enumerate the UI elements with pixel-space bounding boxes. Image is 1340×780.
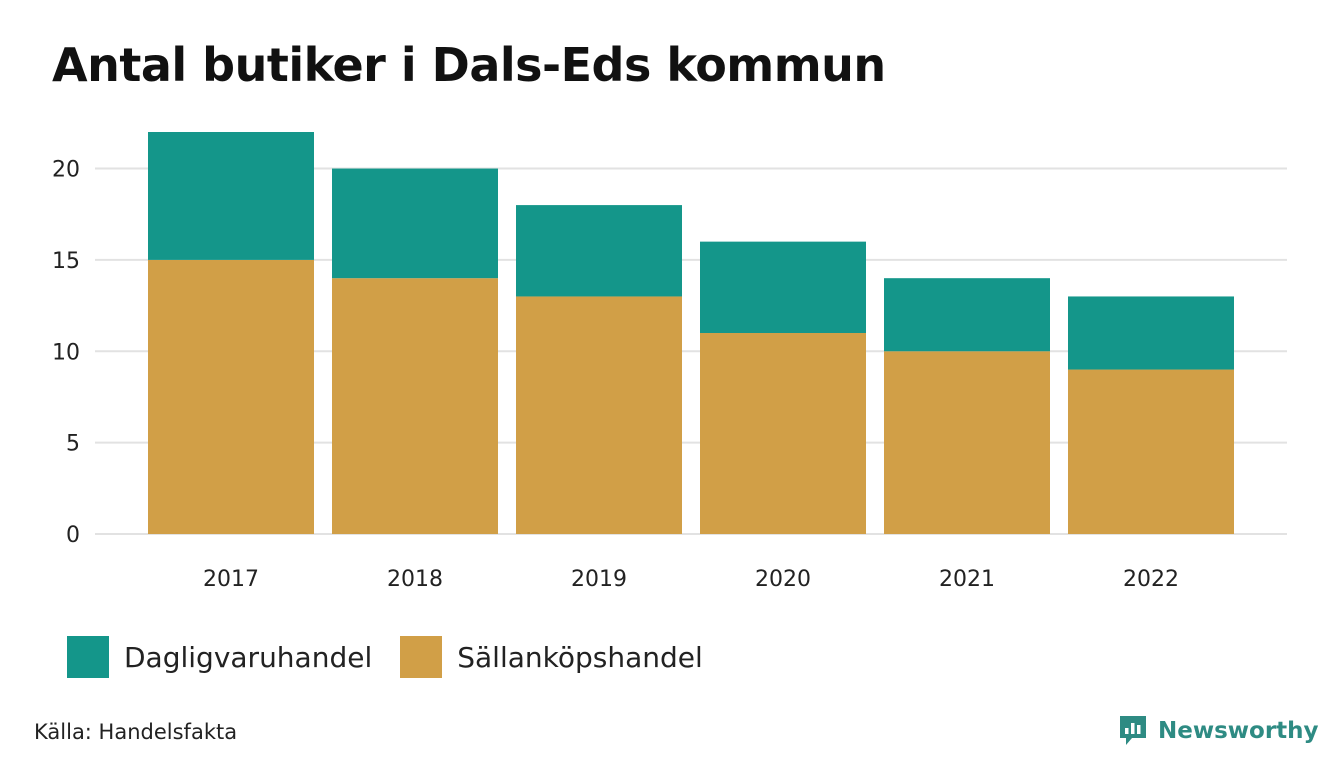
legend-label-dagligvaruhandel: Dagligvaruhandel: [124, 640, 373, 674]
y-tick-label-0: 0: [66, 523, 80, 548]
y-axis-ticks: 0 5 10 15 20: [52, 158, 80, 548]
bar-sallankopshandel-2019: [516, 296, 682, 534]
x-axis-ticks: 2017 2018 2019 2020 2021 2022: [203, 567, 1179, 592]
x-tick-label-2018: 2018: [387, 567, 443, 592]
bars: [148, 132, 1234, 534]
bar-sallankopshandel-2017: [148, 259, 314, 534]
legend-swatch-dagligvaruhandel: [67, 636, 109, 678]
x-tick-label-2017: 2017: [203, 567, 259, 592]
legend-label-sallankopshandel: Sällanköpshandel: [457, 640, 703, 674]
legend-item-dagligvaruhandel: Dagligvaruhandel: [67, 636, 372, 678]
y-tick-label-5: 5: [66, 432, 80, 457]
x-tick-label-2020: 2020: [755, 567, 811, 592]
bar-sallankopshandel-2018: [332, 278, 498, 534]
x-tick-label-2021: 2021: [939, 567, 995, 592]
legend-item-sallankopshandel: Sällanköpshandel: [400, 636, 703, 678]
bar-sallankopshandel-2020: [700, 333, 866, 534]
brand-logo: Newsworthy: [1118, 714, 1319, 748]
bar-dagligvaruhandel-2020: [700, 241, 866, 333]
newsworthy-logo-icon: [1120, 716, 1146, 745]
bar-dagligvaruhandel-2022: [1068, 296, 1234, 370]
chart-area: 0 5 10 15 20 2017 2018 2019 2020 2021 2022: [52, 132, 1287, 592]
bar-sallankopshandel-2022: [1068, 369, 1234, 534]
source-note: Källa: Handelsfakta: [34, 720, 238, 744]
bar-dagligvaruhandel-2021: [884, 278, 1050, 352]
bar-dagligvaruhandel-2019: [516, 205, 682, 297]
legend: Dagligvaruhandel Sällanköpshandel: [67, 636, 731, 678]
x-tick-label-2022: 2022: [1123, 567, 1179, 592]
y-tick-label-15: 15: [52, 249, 80, 274]
legend-swatch-sallankopshandel: [400, 636, 443, 678]
chart-title: Antal butiker i Dals-Eds kommun: [52, 38, 886, 92]
bar-dagligvaruhandel-2018: [332, 168, 498, 279]
bar-dagligvaruhandel-2017: [148, 132, 314, 260]
bar-sallankopshandel-2021: [884, 351, 1050, 534]
y-tick-label-10: 10: [52, 340, 80, 365]
x-tick-label-2019: 2019: [571, 567, 627, 592]
brand-name: Newsworthy: [1158, 718, 1319, 744]
y-tick-label-20: 20: [52, 158, 80, 183]
